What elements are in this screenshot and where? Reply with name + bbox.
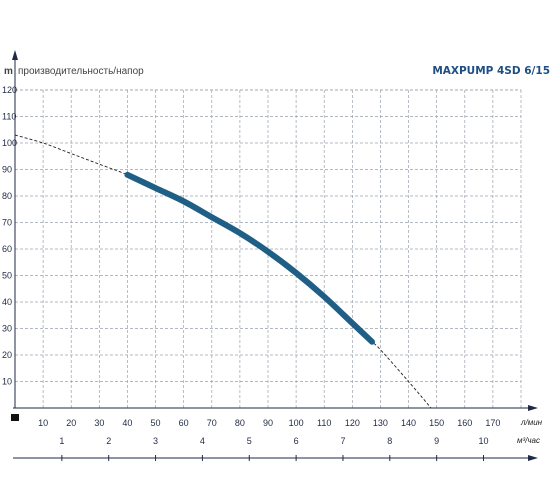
x-tick-label-lmin: 60	[179, 418, 189, 428]
chart-title: MAXPUMP 4SD 6/15	[432, 65, 550, 77]
y-tick-label: 30	[2, 324, 12, 334]
x-tick-label-lmin: 120	[345, 418, 360, 428]
y-tick-label: 40	[2, 297, 12, 307]
x-axis-m3h-arrow	[528, 455, 538, 461]
axes	[11, 50, 538, 461]
curve-operating-range	[124, 171, 376, 345]
origin-marker	[11, 414, 19, 421]
x-tick-label-m3h: 6	[294, 436, 299, 446]
x-tick-label-lmin: 90	[263, 418, 273, 428]
x-tick-label-lmin: 50	[151, 418, 161, 428]
grid	[15, 89, 522, 408]
y-tick-label: 60	[2, 244, 12, 254]
y-tick-label: 110	[2, 112, 16, 122]
x-tick-label-m3h: 4	[200, 436, 205, 446]
y-tick-label: 50	[2, 271, 12, 281]
x-tick-label-lmin: 140	[401, 418, 416, 428]
x-tick-label-lmin: 70	[207, 418, 217, 428]
y-tick-label: 10	[2, 377, 12, 387]
x-unit-m3h: м³/час	[517, 436, 540, 445]
x-tick-label-m3h: 10	[479, 436, 489, 446]
y-unit: m	[4, 66, 13, 77]
x-tick-label-lmin: 30	[94, 418, 104, 428]
y-tick-label: 80	[2, 191, 12, 201]
x-tick-label-lmin: 10	[38, 418, 48, 428]
x-unit-lmin: л/мин	[520, 418, 543, 427]
y-axis-arrow	[12, 50, 18, 60]
y-tick-label: 20	[2, 350, 12, 360]
curve-dashed	[14, 134, 432, 409]
x-axis-lmin-arrow	[528, 405, 538, 411]
y-tick-label: 100	[2, 138, 17, 148]
x-tick-label-lmin: 130	[373, 418, 388, 428]
y-axis-label: производительность/напор	[18, 66, 144, 77]
y-tick-label: 70	[2, 218, 12, 228]
x-tick-label-m3h: 9	[434, 436, 439, 446]
x-tick-label-lmin: 40	[122, 418, 132, 428]
curves	[14, 134, 432, 409]
x-tick-label-lmin: 110	[317, 418, 331, 428]
x-tick-label-lmin: 160	[457, 418, 472, 428]
x-tick-label-m3h: 1	[59, 436, 64, 446]
x-tick-label-lmin: 20	[66, 418, 76, 428]
x-tick-label-lmin: 80	[235, 418, 245, 428]
x-tick-label-m3h: 2	[106, 436, 111, 446]
x-tick-label-lmin: 170	[485, 418, 500, 428]
x-tick-label-lmin: 100	[289, 418, 304, 428]
x-tick-label-m3h: 8	[387, 436, 392, 446]
x-tick-label-m3h: 5	[247, 436, 252, 446]
x-tick-label-m3h: 3	[153, 436, 158, 446]
x-tick-label-m3h: 7	[340, 436, 345, 446]
x-tick-label-lmin: 150	[429, 418, 444, 428]
y-tick-label: 120	[2, 85, 17, 95]
y-tick-label: 90	[2, 165, 12, 175]
